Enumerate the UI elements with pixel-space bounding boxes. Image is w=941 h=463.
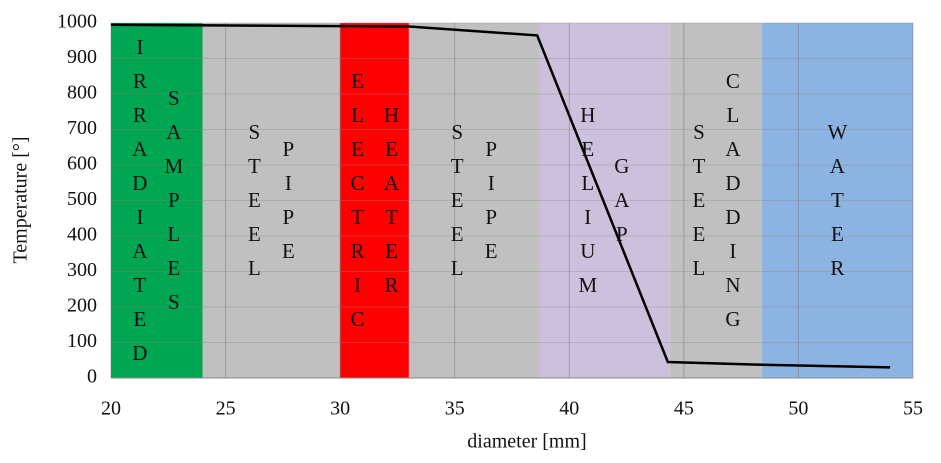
region (539, 23, 671, 378)
x-axis-label: diameter [mm] (467, 431, 586, 453)
x-tick-label: 40 (559, 398, 579, 420)
region (408, 23, 540, 378)
x-tick-label: 50 (788, 398, 808, 420)
y-tick-label: 100 (67, 330, 97, 352)
region (761, 23, 913, 378)
y-tick-label: 500 (67, 188, 97, 210)
x-tick-label: 55 (903, 398, 923, 420)
y-tick-label: 600 (67, 153, 97, 175)
y-tick-label: 900 (67, 46, 97, 68)
y-tick-label: 400 (67, 224, 97, 246)
y-tick-label: 1000 (57, 11, 97, 33)
region (670, 23, 762, 378)
y-tick-label: 0 (87, 366, 97, 388)
y-axis-label: Temperature [°] (10, 136, 32, 263)
x-tick-label: 25 (216, 398, 236, 420)
x-tick-label: 20 (101, 398, 121, 420)
region (340, 23, 409, 378)
x-tick-label: 45 (674, 398, 694, 420)
y-tick-label: 700 (67, 117, 97, 139)
temperature-line (110, 23, 891, 369)
y-tick-label: 300 (67, 259, 97, 281)
region (111, 23, 203, 378)
y-tick-label: 800 (67, 82, 97, 104)
x-tick-label: 35 (445, 398, 465, 420)
x-tick-label: 30 (330, 398, 350, 420)
y-tick-label: 200 (67, 295, 97, 317)
